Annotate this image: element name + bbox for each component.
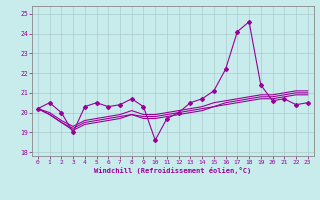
X-axis label: Windchill (Refroidissement éolien,°C): Windchill (Refroidissement éolien,°C): [94, 167, 252, 174]
